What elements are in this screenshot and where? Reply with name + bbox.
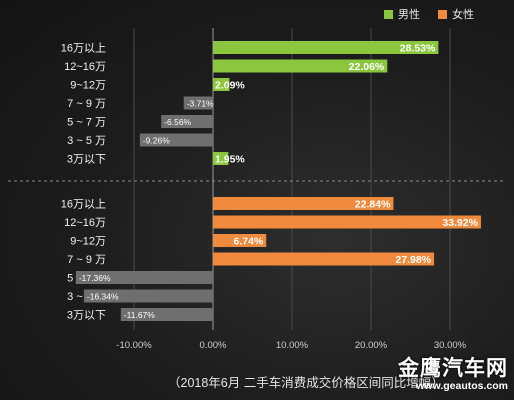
category-label: 16万以上 <box>61 42 106 55</box>
category-label: 3万以下 <box>67 154 106 166</box>
data-label: 6.74% <box>233 236 263 248</box>
watermark-logo: 金鹰汽车网 www.geautos.com <box>398 352 508 392</box>
data-label: -3.71% <box>187 99 214 109</box>
bar <box>139 133 213 147</box>
x-tick-label: -10.00% <box>116 340 152 351</box>
legend-label-male: 男性 <box>398 9 420 21</box>
category-label: 9~12万 <box>70 236 106 248</box>
category-label: 12~16万 <box>64 217 106 229</box>
data-label: 33.92% <box>442 217 478 229</box>
legend-item-female: 女性 <box>438 6 474 22</box>
data-label: 1.95% <box>215 154 245 166</box>
data-label: -9.26% <box>143 136 170 146</box>
category-label: 7 ~ 9 万 <box>67 98 106 110</box>
data-label: 22.06% <box>349 61 385 73</box>
category-label: 3万以下 <box>67 310 106 322</box>
legend-label-female: 女性 <box>452 9 474 21</box>
category-label: 12~16万 <box>64 61 106 73</box>
bar <box>83 289 213 303</box>
data-label: -17.36% <box>79 273 111 283</box>
category-label: 9~12万 <box>70 80 106 92</box>
bar <box>213 59 388 73</box>
data-label: -6.56% <box>164 117 191 127</box>
bar <box>213 197 394 210</box>
x-tick-label: 0.00% <box>200 340 227 351</box>
watermark-url: www.geautos.com <box>416 380 508 392</box>
category-label: 3 ~ 5 万 <box>67 135 106 147</box>
watermark-brand: 金鹰汽车网 <box>398 357 508 380</box>
data-label: 27.98% <box>395 254 431 266</box>
data-label: -16.34% <box>87 292 119 302</box>
bar <box>213 234 267 247</box>
bar <box>213 78 230 91</box>
legend: 男性 女性 <box>384 6 474 22</box>
bar <box>213 252 435 266</box>
bar <box>75 271 213 284</box>
legend-swatch-male <box>384 9 393 19</box>
x-tick-label: 30.00% <box>434 340 467 351</box>
bar <box>213 215 481 229</box>
category-label: 16万以上 <box>61 198 106 211</box>
chart-caption: （2018年6月 二手车消费成交价格区间同比增幅） <box>168 376 444 390</box>
bar <box>213 152 229 165</box>
bar <box>161 115 213 128</box>
data-label: -11.67% <box>124 310 155 320</box>
x-tick-label: 20.00% <box>355 340 388 351</box>
legend-swatch-female <box>438 9 447 19</box>
bar <box>183 96 213 110</box>
x-tick-label: 10.00% <box>276 340 309 351</box>
data-label: 22.84% <box>355 199 391 211</box>
data-label: 28.53% <box>400 43 436 55</box>
bar <box>213 41 439 54</box>
legend-item-male: 男性 <box>384 6 420 22</box>
bar <box>120 308 213 321</box>
category-label: 7 ~ 9 万 <box>67 254 106 266</box>
category-label: 5 ~ 7 万 <box>67 117 106 129</box>
data-label: 2.09% <box>215 80 245 92</box>
